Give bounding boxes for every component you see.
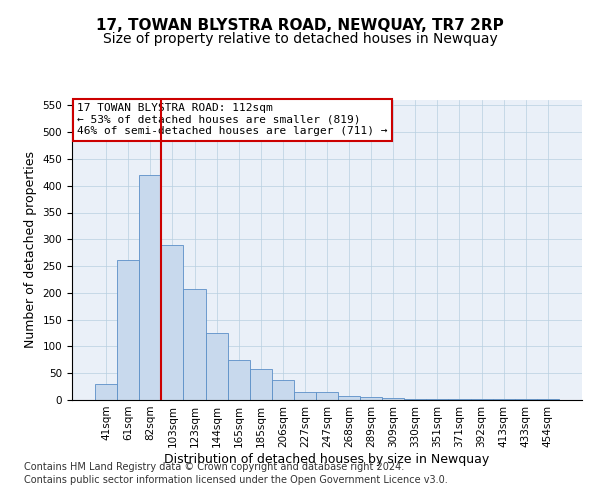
Bar xyxy=(272,380,294,400)
Bar xyxy=(227,360,250,400)
Bar xyxy=(316,392,338,400)
Bar xyxy=(250,369,272,400)
Bar xyxy=(338,396,360,400)
Text: 17, TOWAN BLYSTRA ROAD, NEWQUAY, TR7 2RP: 17, TOWAN BLYSTRA ROAD, NEWQUAY, TR7 2RP xyxy=(96,18,504,32)
Bar xyxy=(294,392,316,400)
Text: Contains HM Land Registry data © Crown copyright and database right 2024.: Contains HM Land Registry data © Crown c… xyxy=(24,462,404,472)
Text: Contains public sector information licensed under the Open Government Licence v3: Contains public sector information licen… xyxy=(24,475,448,485)
Text: 17 TOWAN BLYSTRA ROAD: 112sqm
← 53% of detached houses are smaller (819)
46% of : 17 TOWAN BLYSTRA ROAD: 112sqm ← 53% of d… xyxy=(77,103,388,136)
Bar xyxy=(360,398,382,400)
Y-axis label: Number of detached properties: Number of detached properties xyxy=(24,152,37,348)
Bar xyxy=(184,289,206,400)
Bar xyxy=(382,398,404,400)
Bar xyxy=(427,399,448,400)
Bar xyxy=(117,260,139,400)
Bar xyxy=(404,399,427,400)
Bar xyxy=(161,244,184,400)
X-axis label: Distribution of detached houses by size in Newquay: Distribution of detached houses by size … xyxy=(164,452,490,466)
Bar xyxy=(139,175,161,400)
Bar xyxy=(95,384,117,400)
Bar xyxy=(206,332,227,400)
Text: Size of property relative to detached houses in Newquay: Size of property relative to detached ho… xyxy=(103,32,497,46)
